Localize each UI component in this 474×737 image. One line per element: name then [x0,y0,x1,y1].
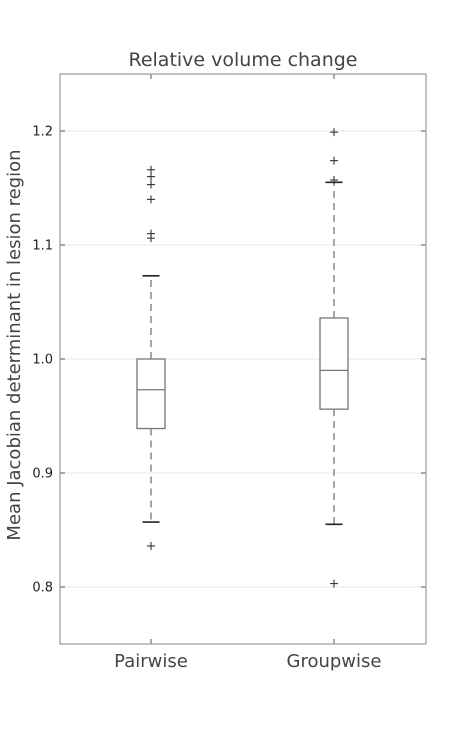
y-tick-label: 0.8 [32,581,53,596]
outlier-point [147,195,155,204]
outlier-point [330,128,338,137]
outlier-point [330,176,338,185]
y-tick-label: 1.0 [32,353,53,368]
box-group [319,128,349,588]
y-tick-label: 1.1 [32,239,53,254]
y-tick-label: 1.2 [32,125,53,140]
box-iqr [136,358,166,430]
outlier-point [330,579,338,588]
outlier-point [147,172,155,181]
x-tick-label: Groupwise [287,651,382,672]
box-group [136,165,166,550]
box-iqr [319,317,349,410]
outlier-point [147,229,155,238]
y-tick-label: 0.9 [32,467,53,482]
x-tick-label: Pairwise [114,651,188,672]
axis-ticks: 0.8 0.9 1.0 1.1 1.2 Pairwise Groupwise [32,74,426,672]
grid-lines [60,130,426,588]
chart-title: Relative volume change [128,49,357,71]
plot-frame [59,73,427,645]
outlier-point [147,165,155,174]
box-plots [136,128,349,588]
outlier-point [147,541,155,550]
outlier-point [147,180,155,189]
y-axis-label: Mean Jacobian determinant in lesion regi… [4,149,25,540]
outlier-point [330,156,338,165]
